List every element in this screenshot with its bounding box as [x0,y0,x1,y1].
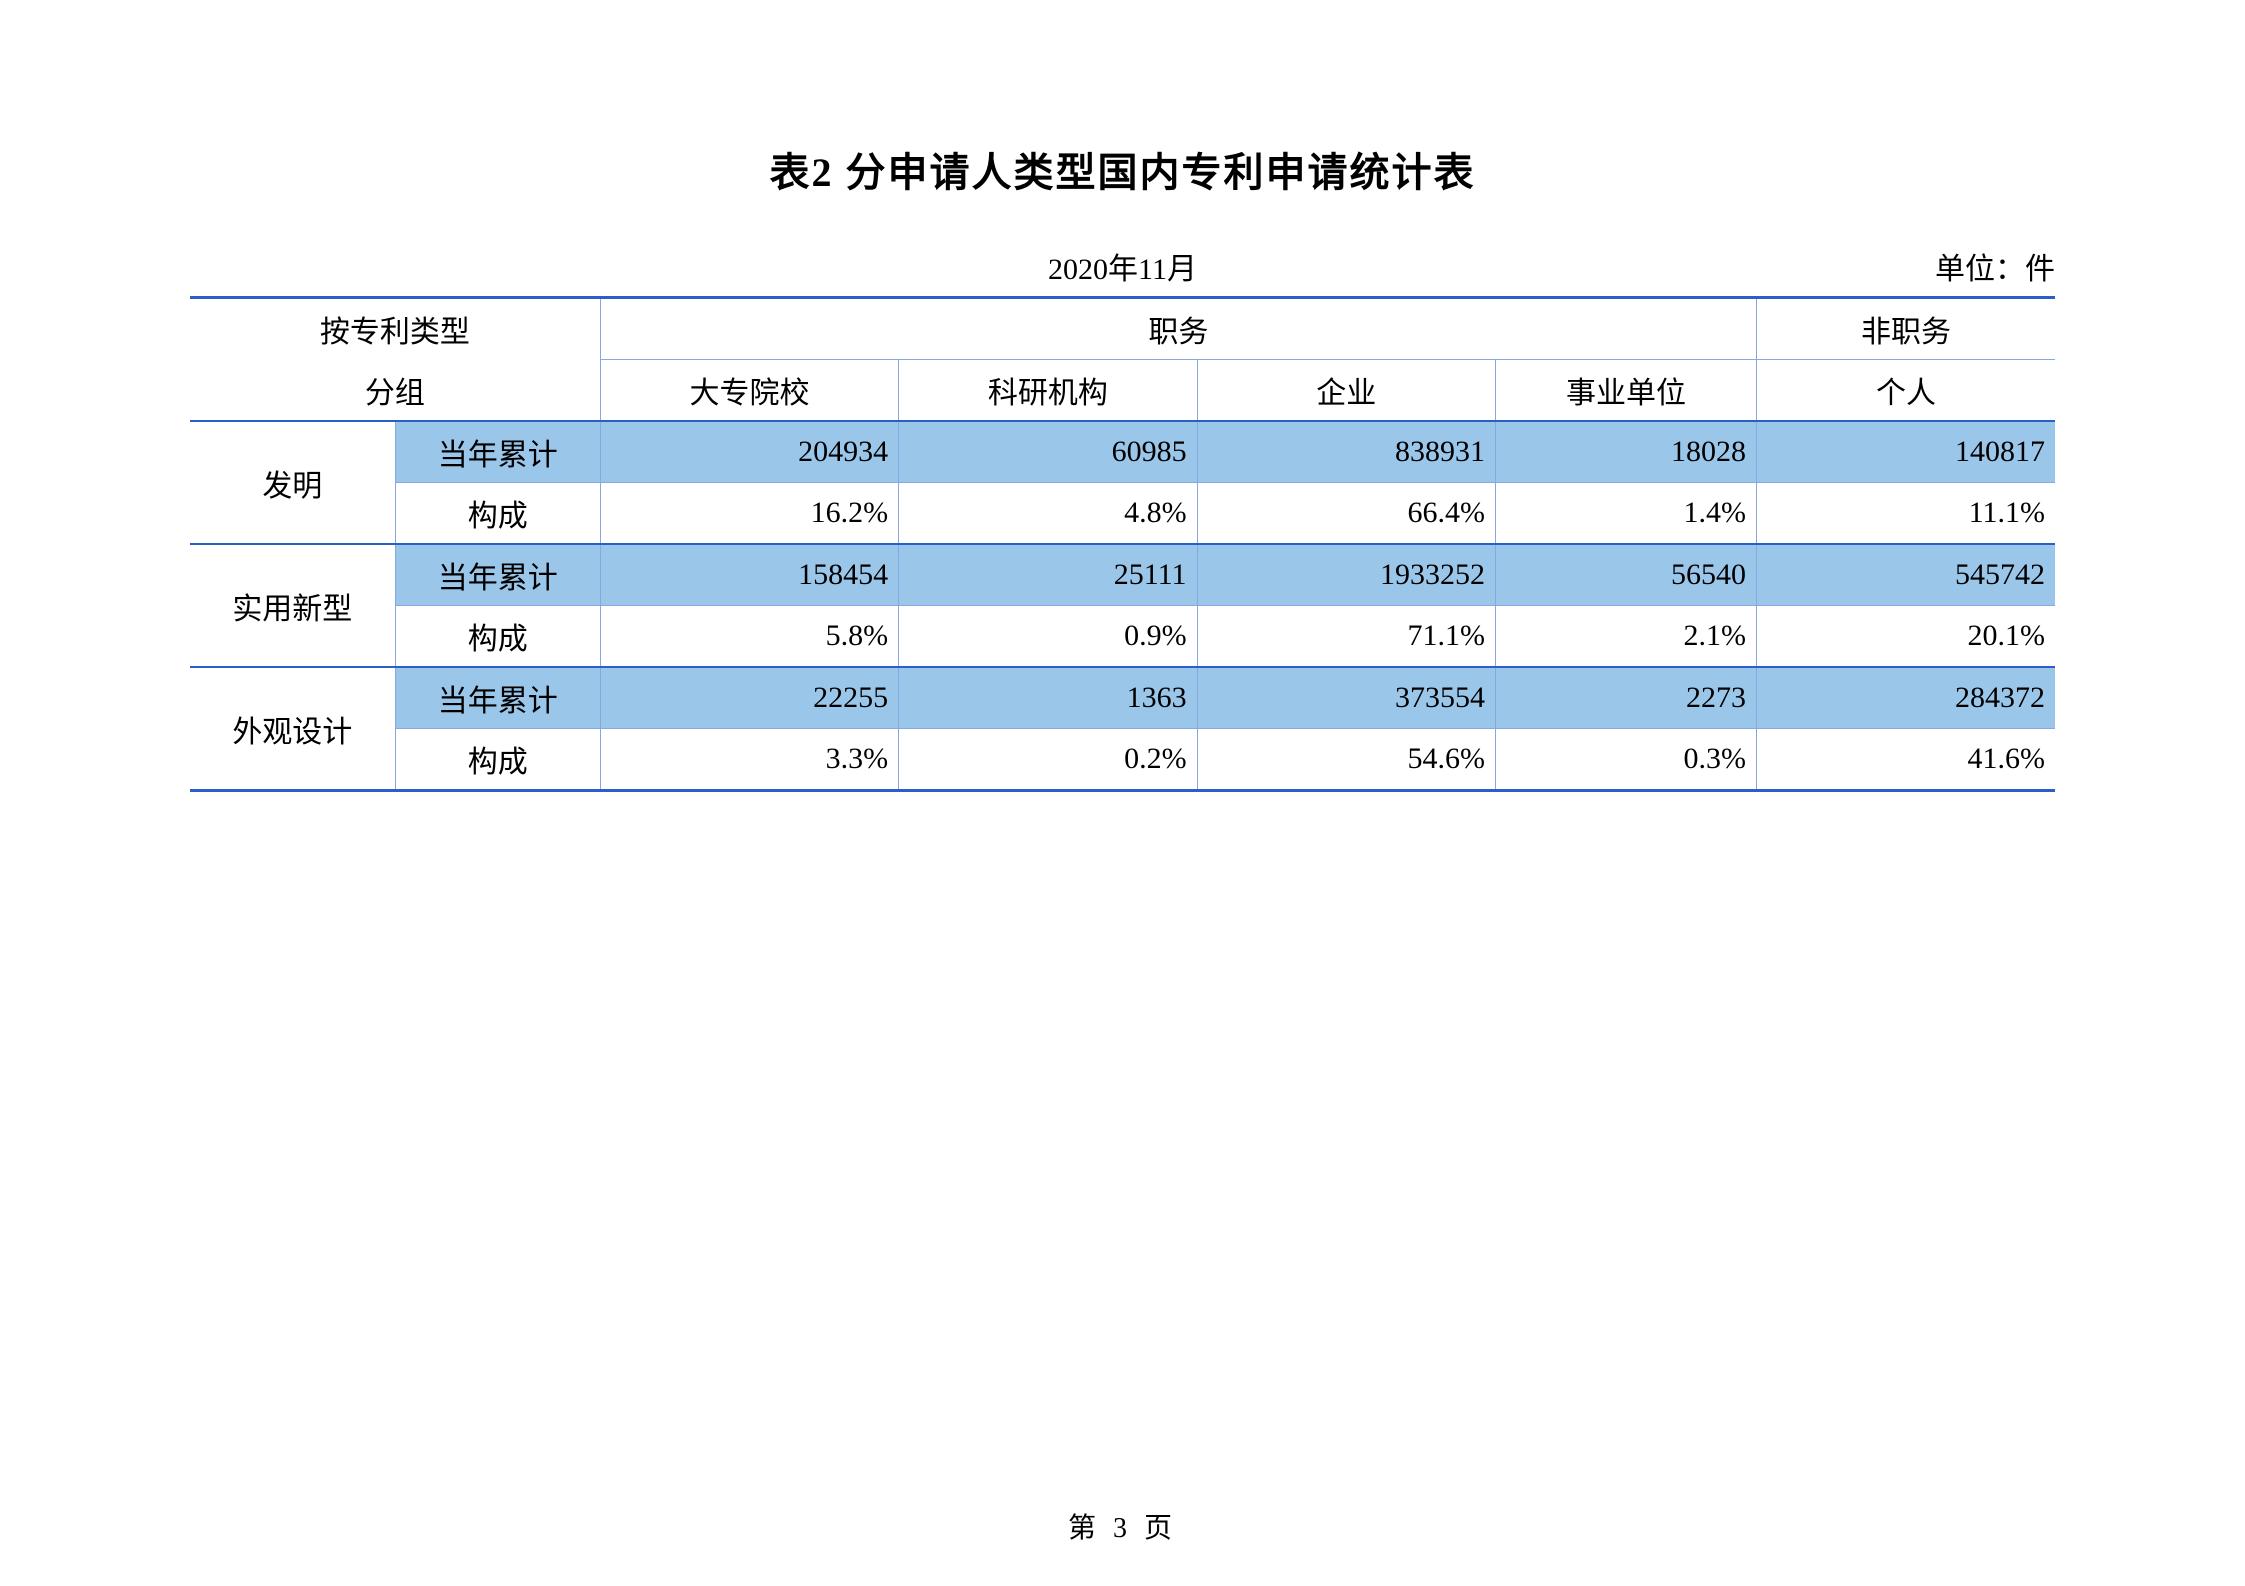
data-cell: 18028 [1495,421,1756,483]
row-sublabel: 当年累计 [395,544,600,606]
col-header: 科研机构 [899,360,1197,422]
data-cell: 11.1% [1757,483,2055,545]
data-cell: 66.4% [1197,483,1495,545]
col-header: 企业 [1197,360,1495,422]
data-cell: 373554 [1197,667,1495,729]
data-cell: 2.1% [1495,606,1756,668]
data-cell: 25111 [899,544,1197,606]
group-name: 外观设计 [190,667,395,791]
data-cell: 140817 [1757,421,2055,483]
col-header: 事业单位 [1495,360,1756,422]
header-corner-line1: 按专利类型 [190,298,600,360]
col-header: 大专院校 [600,360,898,422]
table-row: 构成 5.8% 0.9% 71.1% 2.1% 20.1% [190,606,2055,668]
col-header: 个人 [1757,360,2055,422]
table-row: 发明 当年累计 204934 60985 838931 18028 140817 [190,421,2055,483]
table-header-row: 按专利类型 职务 非职务 [190,298,2055,360]
data-cell: 0.2% [899,729,1197,791]
data-cell: 54.6% [1197,729,1495,791]
patent-stats-table: 按专利类型 职务 非职务 分组 大专院校 科研机构 企业 事业单位 个人 发明 … [190,296,2055,792]
data-cell: 2273 [1495,667,1756,729]
data-cell: 1.4% [1495,483,1756,545]
data-cell: 545742 [1757,544,2055,606]
data-cell: 5.8% [600,606,898,668]
group-name: 实用新型 [190,544,395,667]
unit-label: 单位：件 [1935,244,2055,288]
table-row: 构成 3.3% 0.2% 54.6% 0.3% 41.6% [190,729,2055,791]
row-sublabel: 构成 [395,606,600,668]
data-cell: 56540 [1495,544,1756,606]
table-header-row: 分组 大专院校 科研机构 企业 事业单位 个人 [190,360,2055,422]
data-cell: 1363 [899,667,1197,729]
row-sublabel: 构成 [395,483,600,545]
data-cell: 20.1% [1757,606,2055,668]
data-cell: 60985 [899,421,1197,483]
group-name: 发明 [190,421,395,544]
data-cell: 22255 [600,667,898,729]
page-title: 表2 分申请人类型国内专利申请统计表 [190,140,2055,198]
data-cell: 16.2% [600,483,898,545]
row-sublabel: 当年累计 [395,421,600,483]
data-cell: 0.9% [899,606,1197,668]
date-label: 2020年11月 [1048,244,1197,288]
header-corner-line2: 分组 [190,360,600,422]
header-group-zhiwu: 职务 [600,298,1756,360]
page-number: 第 3 页 [1068,1506,1177,1546]
data-cell: 1933252 [1197,544,1495,606]
table-row: 构成 16.2% 4.8% 66.4% 1.4% 11.1% [190,483,2055,545]
meta-row: 2020年11月 单位：件 [190,248,2055,288]
data-cell: 204934 [600,421,898,483]
data-cell: 41.6% [1757,729,2055,791]
table-row: 实用新型 当年累计 158454 25111 1933252 56540 545… [190,544,2055,606]
row-sublabel: 当年累计 [395,667,600,729]
data-cell: 3.3% [600,729,898,791]
data-cell: 0.3% [1495,729,1756,791]
table-row: 外观设计 当年累计 22255 1363 373554 2273 284372 [190,667,2055,729]
data-cell: 71.1% [1197,606,1495,668]
header-group-feizhiwu: 非职务 [1757,298,2055,360]
row-sublabel: 构成 [395,729,600,791]
data-cell: 158454 [600,544,898,606]
data-cell: 838931 [1197,421,1495,483]
data-cell: 284372 [1757,667,2055,729]
data-cell: 4.8% [899,483,1197,545]
